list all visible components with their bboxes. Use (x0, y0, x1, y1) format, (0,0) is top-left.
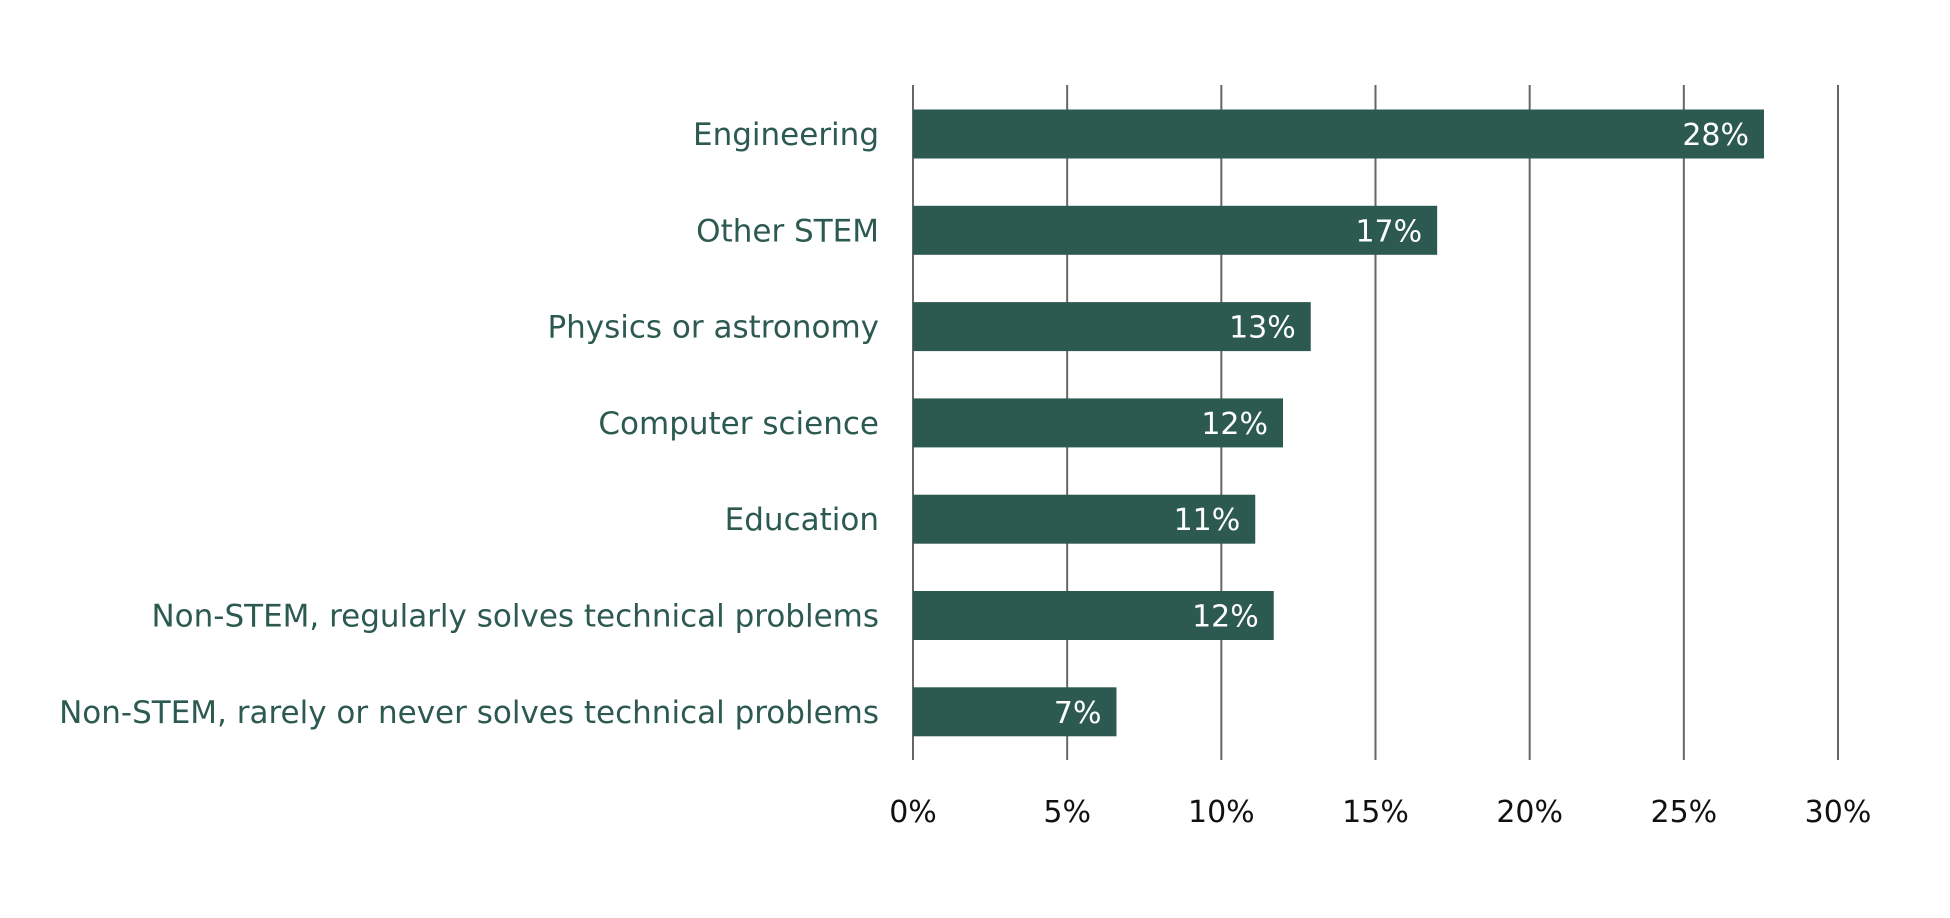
bar (913, 205, 1438, 255)
category-label: Computer science (598, 406, 879, 442)
value-label: 7% (1054, 696, 1102, 731)
category-label: Education (725, 502, 879, 538)
x-tick-label: 20% (1496, 795, 1563, 830)
bar (913, 398, 1283, 448)
bar (913, 591, 1274, 640)
category-label: Non-STEM, rarely or never solves technic… (59, 695, 879, 731)
x-tick-label: 30% (1805, 795, 1872, 830)
bar (913, 494, 1256, 544)
bar (913, 302, 1311, 352)
bars (913, 109, 1764, 737)
category-labels: Engineering Other STEM Physics or astronom… (59, 117, 879, 731)
bar (913, 687, 1117, 737)
value-labels: 28% 17% 13% 12% 11% 12% 7% (1054, 118, 1749, 731)
x-axis-tick-labels: 0% 5% 10% 15% 20% 25% 30% (889, 795, 1871, 830)
x-tick-label: 5% (1043, 795, 1091, 830)
value-label: 28% (1682, 118, 1749, 153)
value-label: 12% (1192, 600, 1259, 635)
category-label: Physics or astronomy (547, 310, 879, 346)
value-label: 17% (1355, 214, 1422, 249)
value-label: 13% (1229, 311, 1296, 346)
value-label: 11% (1174, 503, 1241, 538)
x-tick-label: 0% (889, 795, 937, 830)
x-tick-label: 10% (1188, 795, 1255, 830)
category-label: Other STEM (696, 213, 879, 249)
bar (913, 109, 1764, 159)
category-label: Engineering (693, 117, 879, 153)
x-tick-label: 25% (1650, 795, 1717, 830)
category-label: Non-STEM, regularly solves technical pro… (151, 599, 879, 635)
x-tick-label: 15% (1342, 795, 1409, 830)
value-label: 12% (1201, 407, 1268, 442)
